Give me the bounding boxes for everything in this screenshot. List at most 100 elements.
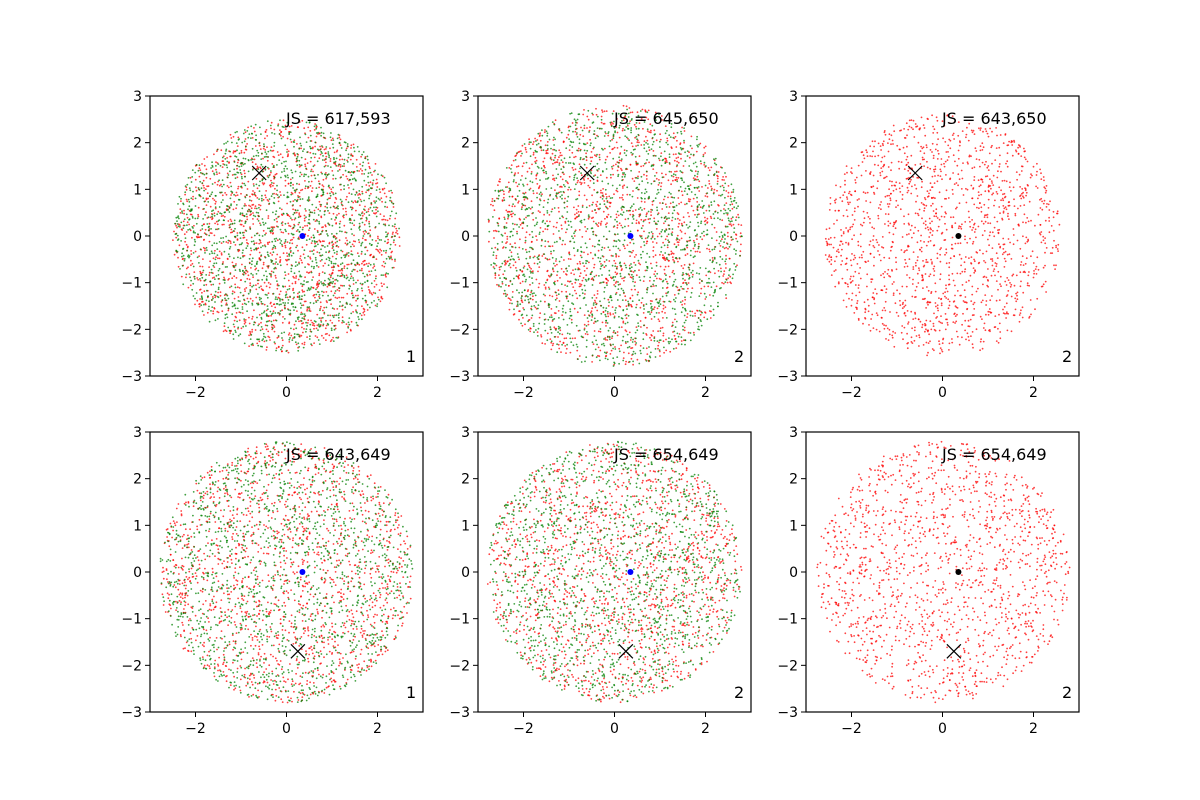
scatter-point [284, 302, 287, 304]
scatter-point [560, 224, 563, 227]
scatter-point [263, 335, 265, 338]
scatter-point [639, 306, 642, 309]
scatter-point [653, 217, 656, 220]
scatter-point [323, 311, 326, 314]
scatter-point [516, 230, 518, 233]
scatter-point [715, 163, 718, 166]
scatter-point [287, 299, 290, 301]
scatter-point [298, 335, 301, 338]
scatter-point [593, 266, 595, 269]
scatter-point [290, 232, 293, 235]
scatter-point [248, 334, 251, 337]
scatter-point [183, 218, 186, 221]
scatter-point [670, 147, 673, 150]
scatter-point [579, 262, 582, 265]
scatter-point [293, 291, 295, 294]
scatter-point [265, 209, 268, 212]
scatter-point [298, 159, 301, 162]
scatter-point [662, 307, 665, 310]
scatter-point [626, 124, 629, 127]
scatter-point [295, 275, 298, 278]
scatter-point [215, 262, 218, 265]
scatter-point [301, 317, 304, 319]
scatter-point [550, 308, 553, 310]
scatter-point [320, 195, 323, 197]
scatter-point [262, 263, 265, 266]
scatter-point [198, 255, 201, 257]
scatter-point [320, 305, 322, 308]
scatter-point [285, 160, 287, 163]
scatter-point [578, 275, 581, 278]
scatter-point [274, 173, 277, 176]
scatter-point [184, 240, 187, 243]
scatter-point [352, 240, 355, 243]
scatter-point [186, 224, 188, 227]
scatter-point [227, 220, 230, 222]
scatter-point [236, 307, 239, 310]
scatter-point [547, 240, 550, 243]
scatter-point [289, 138, 292, 141]
scatter-point [293, 225, 296, 227]
scatter-point [247, 180, 250, 183]
scatter-point [605, 132, 607, 135]
scatter-point [263, 274, 265, 277]
scatter-point [363, 208, 365, 211]
scatter-point [228, 211, 231, 213]
scatter-point [346, 242, 349, 245]
scatter-point [506, 238, 509, 240]
scatter-point [387, 241, 390, 244]
scatter-point [369, 234, 372, 237]
scatter-point [320, 216, 323, 219]
scatter-point [194, 297, 196, 300]
scatter-point [188, 223, 191, 226]
scatter-point [635, 254, 637, 256]
scatter-point [546, 228, 549, 231]
scatter-point [551, 152, 554, 155]
scatter-point [649, 123, 652, 126]
scatter-point [271, 323, 273, 326]
scatter-point [279, 261, 281, 264]
scatter-point [710, 310, 712, 313]
scatter-point [276, 284, 279, 287]
scatter-point [538, 282, 541, 285]
scatter-point [584, 242, 587, 245]
scatter-point [634, 331, 637, 334]
scatter-point [227, 242, 230, 244]
scatter-point [690, 205, 693, 208]
scatter-point [675, 153, 677, 156]
scatter-point [543, 318, 546, 321]
scatter-point [330, 218, 333, 220]
scatter-point [538, 135, 541, 138]
scatter-point [290, 169, 293, 172]
scatter-point [209, 195, 211, 198]
scatter-point [320, 126, 322, 129]
scatter-point [536, 139, 539, 141]
scatter-point [265, 313, 268, 315]
scatter-point [311, 324, 314, 326]
scatter-point [545, 170, 547, 173]
scatter-point [328, 186, 331, 189]
scatter-point [344, 306, 347, 309]
scatter-point [284, 179, 287, 182]
scatter-point [260, 326, 263, 328]
scatter-point [315, 261, 318, 264]
scatter-point [561, 227, 563, 230]
scatter-point [237, 136, 240, 139]
scatter-point [272, 271, 275, 274]
scatter-point [675, 176, 678, 179]
scatter-point [273, 341, 276, 343]
scatter-point [647, 218, 650, 221]
scatter-point [529, 207, 532, 210]
scatter-point [530, 246, 533, 249]
scatter-point [665, 338, 667, 341]
scatter-point [277, 226, 279, 228]
scatter-point [671, 231, 674, 234]
scatter-point [692, 197, 695, 200]
scatter-point [591, 341, 594, 344]
scatter-point [602, 235, 605, 238]
scatter-point [301, 188, 304, 191]
scatter-point [271, 182, 273, 184]
scatter-point [282, 286, 285, 288]
scatter-point [645, 150, 648, 153]
scatter-point [239, 162, 242, 165]
